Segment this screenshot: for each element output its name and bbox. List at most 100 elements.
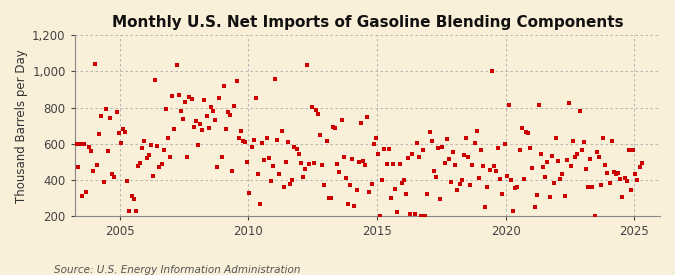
- Point: [126, 194, 137, 198]
- Point: [431, 175, 441, 179]
- Point: [321, 139, 332, 143]
- Point: [418, 148, 429, 153]
- Point: [520, 130, 531, 134]
- Point: [502, 174, 512, 178]
- Point: [443, 157, 454, 161]
- Point: [167, 94, 178, 98]
- Point: [315, 133, 325, 137]
- Point: [562, 158, 572, 163]
- Point: [216, 155, 227, 160]
- Point: [622, 179, 632, 183]
- Point: [283, 140, 294, 144]
- Point: [403, 156, 414, 161]
- Point: [568, 139, 578, 143]
- Point: [589, 214, 600, 218]
- Point: [109, 175, 119, 179]
- Point: [351, 188, 362, 192]
- Point: [593, 155, 604, 159]
- Point: [578, 139, 589, 144]
- Point: [632, 178, 643, 182]
- Point: [429, 169, 439, 174]
- Point: [327, 125, 338, 129]
- Point: [506, 178, 516, 182]
- Point: [495, 177, 506, 181]
- Point: [308, 161, 319, 166]
- Point: [585, 157, 596, 161]
- Point: [478, 163, 489, 168]
- Point: [411, 141, 422, 145]
- Point: [259, 158, 270, 162]
- Point: [132, 164, 143, 168]
- Point: [396, 181, 407, 186]
- Point: [493, 145, 504, 150]
- Point: [580, 166, 591, 171]
- Point: [223, 109, 234, 114]
- Point: [437, 145, 448, 149]
- Point: [497, 192, 508, 196]
- Point: [369, 142, 379, 146]
- Point: [473, 176, 484, 181]
- Text: Source: U.S. Energy Information Administration: Source: U.S. Energy Information Administ…: [54, 265, 300, 275]
- Point: [319, 182, 330, 187]
- Point: [242, 160, 252, 164]
- Point: [611, 172, 622, 176]
- Point: [148, 174, 159, 178]
- Point: [81, 189, 92, 194]
- Point: [176, 109, 186, 113]
- Point: [482, 185, 493, 189]
- Point: [555, 177, 566, 181]
- Point: [285, 182, 296, 186]
- Point: [375, 214, 385, 218]
- Point: [525, 146, 536, 150]
- Point: [387, 162, 398, 166]
- Point: [624, 148, 634, 152]
- Point: [236, 129, 246, 133]
- Point: [615, 177, 626, 182]
- Point: [373, 152, 383, 156]
- Point: [306, 104, 317, 109]
- Point: [450, 162, 460, 167]
- Point: [101, 106, 111, 111]
- Point: [72, 165, 83, 169]
- Point: [304, 162, 315, 166]
- Point: [407, 152, 418, 156]
- Point: [549, 180, 560, 185]
- Point: [564, 101, 574, 105]
- Point: [591, 150, 602, 154]
- Point: [531, 192, 542, 197]
- Point: [553, 158, 564, 163]
- Point: [173, 93, 184, 97]
- Point: [265, 179, 276, 184]
- Point: [334, 169, 345, 174]
- Point: [400, 192, 411, 196]
- Point: [180, 100, 190, 104]
- Point: [90, 62, 101, 67]
- Point: [182, 155, 192, 159]
- Point: [527, 166, 538, 170]
- Point: [471, 129, 482, 133]
- Point: [205, 105, 216, 109]
- Point: [190, 119, 201, 123]
- Point: [194, 122, 205, 127]
- Point: [413, 155, 424, 160]
- Point: [595, 183, 606, 187]
- Point: [516, 126, 527, 130]
- Point: [433, 146, 443, 150]
- Point: [296, 160, 306, 165]
- Point: [367, 182, 377, 186]
- Point: [448, 149, 458, 154]
- Point: [201, 114, 212, 118]
- Point: [325, 196, 336, 200]
- Point: [522, 131, 533, 136]
- Point: [135, 160, 146, 165]
- Point: [508, 209, 518, 214]
- Point: [566, 164, 576, 168]
- Point: [356, 120, 367, 125]
- Point: [626, 188, 637, 192]
- Point: [302, 63, 313, 67]
- Point: [491, 168, 502, 173]
- Point: [99, 180, 109, 185]
- Point: [424, 129, 435, 134]
- Point: [77, 194, 88, 199]
- Point: [637, 161, 647, 165]
